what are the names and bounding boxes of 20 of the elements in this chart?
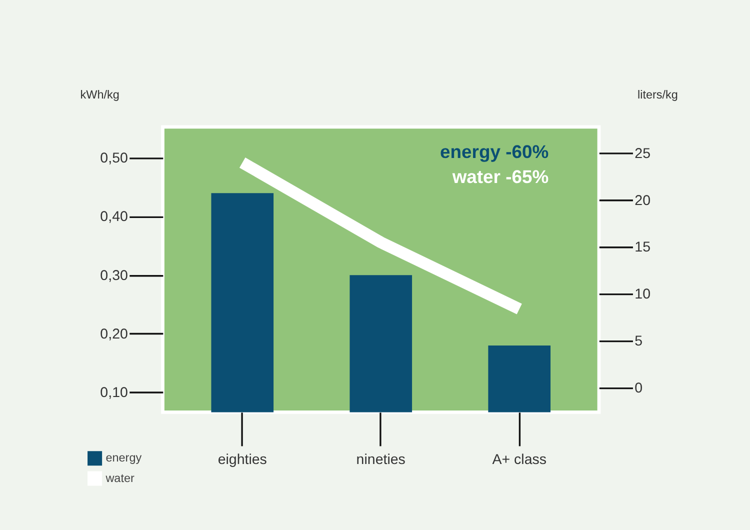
y2-tick-label: 0 xyxy=(634,380,643,396)
annotation: water -65% xyxy=(451,166,549,188)
legend-label: energy xyxy=(106,452,142,465)
y2-tick-label: 10 xyxy=(634,286,651,303)
y-axis-title: kWh/kg xyxy=(80,88,120,102)
annotation: energy -60% xyxy=(440,141,549,162)
x-tick-label: A+ class xyxy=(492,452,546,468)
y2-tick-label: 20 xyxy=(634,192,651,209)
legend-label: water xyxy=(104,472,134,485)
y-tick-label: 0,40 xyxy=(100,209,128,226)
y-tick-label: 0,50 xyxy=(100,150,128,167)
y-tick-label: 0,10 xyxy=(100,384,128,401)
y-tick-label: 0,20 xyxy=(100,326,128,342)
x-tick-label: eighties xyxy=(218,452,267,468)
x-tick-label: nineties xyxy=(356,452,406,468)
y2-tick-label: 15 xyxy=(634,240,651,256)
y-tick-label: 0,30 xyxy=(100,268,128,284)
y2-tick-label: 25 xyxy=(634,146,651,162)
y2-axis-title: liters/kg xyxy=(638,88,678,102)
y2-tick-label: 5 xyxy=(634,334,643,350)
